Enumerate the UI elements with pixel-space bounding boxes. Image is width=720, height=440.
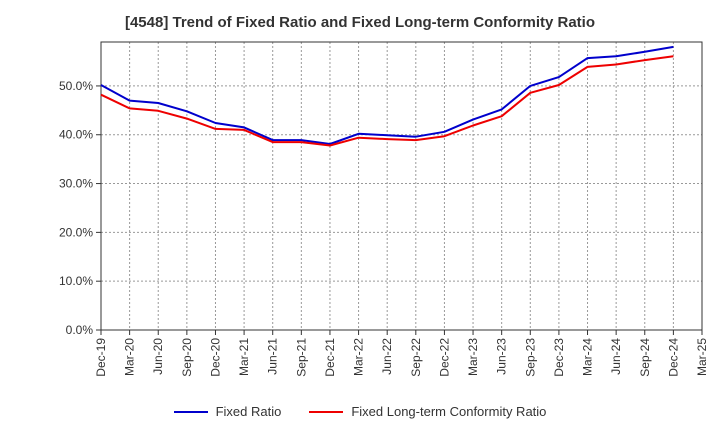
series-line-fixed-ratio <box>100 45 674 145</box>
x-tick-label: Mar-23 <box>466 338 480 376</box>
x-tick-label: Dec-20 <box>208 338 222 377</box>
y-tick-label: 40.0% <box>59 128 93 142</box>
y-tick-label: 30.0% <box>59 177 93 191</box>
y-tick-label: 10.0% <box>59 274 93 288</box>
x-tick-label: Jun-20 <box>151 338 165 375</box>
x-tick-label: Mar-24 <box>581 338 595 376</box>
x-tick-label: Sep-24 <box>638 338 652 377</box>
y-tick-label: 0.0% <box>66 323 94 337</box>
grid-lines <box>101 42 703 330</box>
y-tick-label: 50.0% <box>59 79 93 93</box>
x-tick-label: Dec-22 <box>437 338 451 377</box>
chart-title: [4548] Trend of Fixed Ratio and Fixed Lo… <box>124 14 596 31</box>
x-tick-label: Jun-23 <box>495 338 509 375</box>
legend-swatch-fixed-ratio <box>173 410 208 413</box>
x-tick-label: Mar-25 <box>695 338 709 376</box>
x-tick-label: Jun-24 <box>609 338 623 375</box>
x-tick-label: Sep-22 <box>409 338 423 377</box>
x-tick-label: Mar-20 <box>123 338 137 376</box>
legend-label-fixed-long-term-conformity-ratio: Fixed Long-term Conformity Ratio <box>351 404 547 419</box>
x-tick-label: Sep-21 <box>294 338 308 377</box>
legend-swatch-fixed-long-term-conformity-ratio <box>309 410 344 413</box>
x-tick-label: Mar-22 <box>352 338 366 376</box>
legend: Fixed Ratio Fixed Long-term Conformity R… <box>0 404 720 419</box>
x-axis-ticks: Dec-19 Mar-20 Jun-20 Sep-20 Dec-20 Mar-21 Jun-… <box>94 330 709 377</box>
legend-item-fixed-ratio: Fixed Ratio <box>173 404 282 419</box>
series-line-fixed-long-term-conformity-ratio <box>100 55 674 147</box>
x-tick-label: Mar-21 <box>237 338 251 376</box>
y-axis-ticks: 0.0% 10.0% 20.0% 30.0% 40.0% 50.0% <box>59 79 101 337</box>
series-lines <box>100 45 674 147</box>
x-tick-label: Dec-24 <box>666 338 680 377</box>
x-tick-label: Sep-23 <box>523 338 537 377</box>
x-tick-label: Jun-21 <box>266 338 280 375</box>
axes <box>100 41 703 331</box>
plot-area-border <box>100 41 703 331</box>
x-tick-label: Jun-22 <box>380 338 394 375</box>
y-tick-label: 20.0% <box>59 225 93 239</box>
legend-label-fixed-ratio: Fixed Ratio <box>215 404 282 419</box>
x-tick-label: Sep-20 <box>180 338 194 377</box>
x-tick-label: Dec-21 <box>323 338 337 377</box>
legend-item-fixed-long-term-conformity-ratio: Fixed Long-term Conformity Ratio <box>309 404 546 419</box>
x-tick-label: Dec-19 <box>94 338 108 377</box>
x-tick-label: Dec-23 <box>552 338 566 377</box>
